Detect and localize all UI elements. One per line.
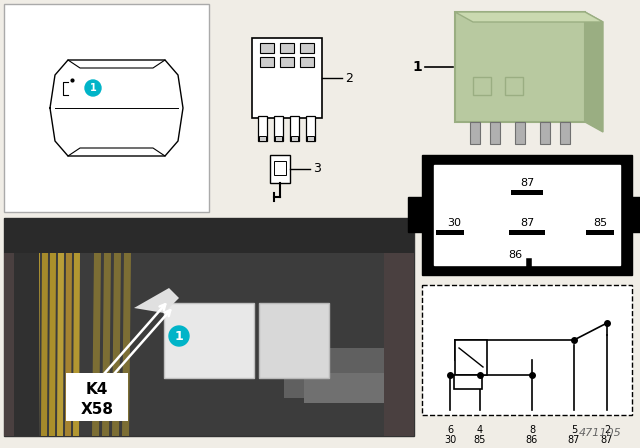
Bar — [259, 303, 329, 378]
Bar — [259, 136, 266, 141]
Polygon shape — [41, 253, 48, 436]
Polygon shape — [134, 288, 179, 313]
Text: 6: 6 — [447, 425, 453, 435]
Bar — [422, 285, 632, 415]
Bar — [252, 38, 322, 118]
Text: 86: 86 — [526, 435, 538, 445]
Text: 1: 1 — [175, 329, 184, 343]
Bar — [4, 218, 414, 253]
Bar — [408, 197, 426, 232]
Bar — [515, 122, 525, 144]
Bar — [280, 57, 294, 67]
Polygon shape — [112, 253, 121, 436]
Text: 1: 1 — [90, 83, 97, 93]
Polygon shape — [455, 12, 603, 22]
Bar — [560, 122, 570, 144]
Bar — [290, 116, 299, 141]
Bar — [260, 43, 274, 53]
Bar — [505, 77, 523, 95]
Polygon shape — [122, 253, 131, 436]
Text: 1: 1 — [412, 60, 422, 74]
Bar — [304, 373, 384, 403]
Bar — [490, 122, 500, 144]
Bar — [509, 230, 545, 235]
Polygon shape — [92, 253, 101, 436]
Bar — [454, 375, 482, 389]
Text: X58: X58 — [81, 401, 113, 417]
Text: 471105: 471105 — [579, 428, 622, 438]
Text: 87: 87 — [520, 178, 534, 188]
Polygon shape — [33, 253, 40, 436]
Bar — [455, 12, 585, 122]
Text: K4: K4 — [86, 382, 108, 396]
Bar — [300, 43, 314, 53]
Polygon shape — [49, 253, 56, 436]
Bar — [260, 57, 274, 67]
Polygon shape — [585, 12, 603, 132]
Text: 8: 8 — [529, 425, 535, 435]
Bar — [384, 218, 414, 436]
Bar — [66, 373, 128, 421]
Circle shape — [169, 326, 189, 346]
Bar — [422, 155, 632, 275]
Text: 2: 2 — [604, 425, 610, 435]
Text: 2: 2 — [345, 72, 353, 85]
Text: 87: 87 — [520, 218, 534, 228]
Polygon shape — [73, 253, 80, 436]
Bar — [274, 116, 283, 141]
Text: 30: 30 — [444, 435, 456, 445]
Bar — [280, 43, 294, 53]
Bar — [275, 136, 282, 141]
Bar — [4, 4, 209, 212]
Bar — [628, 197, 640, 232]
Bar — [14, 253, 39, 436]
Bar — [291, 136, 298, 141]
Bar — [586, 230, 614, 235]
Text: 87: 87 — [601, 435, 613, 445]
Bar — [4, 218, 34, 436]
Text: 85: 85 — [593, 218, 607, 228]
Bar — [473, 77, 491, 95]
Bar — [258, 116, 267, 141]
Text: 30: 30 — [447, 218, 461, 228]
Text: 5: 5 — [571, 425, 577, 435]
Bar — [300, 57, 314, 67]
Polygon shape — [57, 253, 64, 436]
Bar — [4, 218, 414, 436]
Polygon shape — [65, 253, 72, 436]
Bar — [540, 122, 550, 144]
Bar — [307, 136, 314, 141]
Polygon shape — [102, 253, 111, 436]
Bar — [284, 348, 384, 398]
Text: 4: 4 — [477, 425, 483, 435]
Bar — [455, 340, 487, 375]
Text: 86: 86 — [508, 250, 522, 260]
Bar — [274, 161, 286, 175]
Circle shape — [85, 80, 101, 96]
Text: 87: 87 — [568, 435, 580, 445]
Bar — [434, 165, 620, 265]
Text: 3: 3 — [313, 163, 321, 176]
Bar — [470, 122, 480, 144]
Text: 85: 85 — [474, 435, 486, 445]
Bar — [270, 155, 290, 183]
Bar — [436, 230, 464, 235]
Bar — [164, 303, 254, 378]
Bar — [511, 190, 543, 195]
Bar — [306, 116, 315, 141]
